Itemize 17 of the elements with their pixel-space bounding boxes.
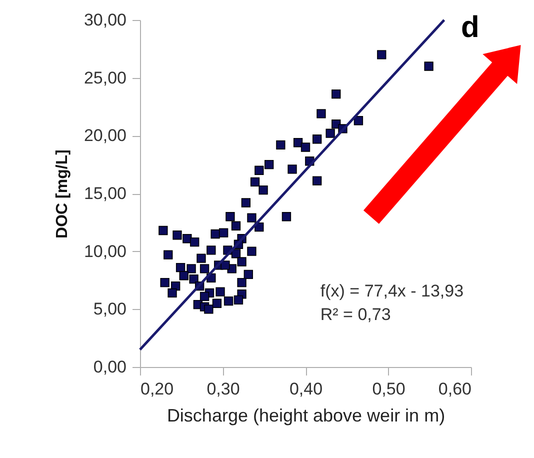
x-axis-title: Discharge (height above weir in m) <box>166 406 446 426</box>
y-axis-title: DOC [mg/L] <box>54 150 71 238</box>
y-tick-label: 25,00 <box>84 68 126 88</box>
x-tick-label: 0,40 <box>289 380 323 398</box>
x-tick-label: 0,50 <box>372 380 406 398</box>
x-tick-label: 0,20 <box>140 380 174 398</box>
y-tick-label: 15,00 <box>84 184 126 203</box>
y-tick-label: 5,00 <box>93 300 126 319</box>
y-tick-label: 30,00 <box>84 10 126 30</box>
y-tick-label: 0,00 <box>93 358 126 376</box>
annotation: d <box>461 11 480 44</box>
annotation: R² = 0,73 <box>320 304 391 324</box>
x-tick-label: 0,30 <box>206 380 240 398</box>
annotation: f(x) = 77,4x - 13,93 <box>320 281 464 300</box>
y-tick-label: 20,00 <box>84 126 126 146</box>
y-tick-label: 10,00 <box>84 242 126 261</box>
x-tick-label: 0,60 <box>438 380 472 398</box>
